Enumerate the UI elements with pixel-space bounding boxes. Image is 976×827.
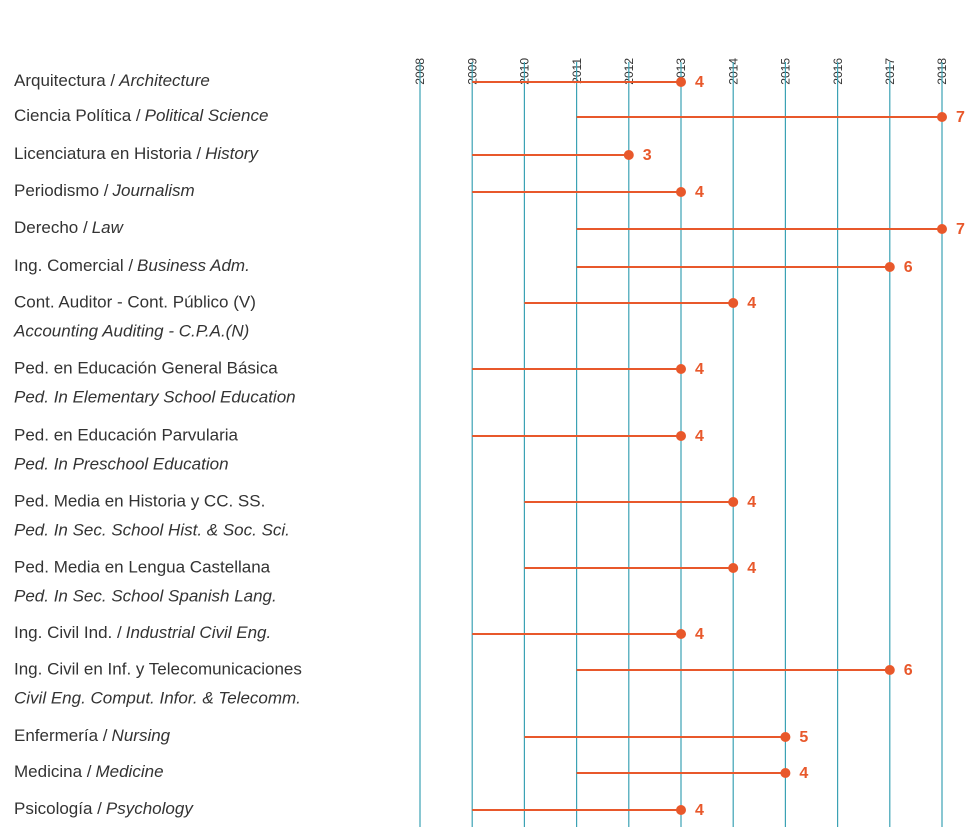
label-en: Accounting Auditing - C.P.A.(N)	[13, 321, 249, 340]
label-es: Medicina /	[14, 762, 92, 781]
range-end	[623, 150, 634, 160]
value-label: 7	[956, 109, 965, 126]
row-label: Ing. Comercial / Business Adm.	[14, 256, 250, 275]
range-end	[676, 431, 686, 441]
label-es: Ped. Media en Lengua Castellana	[14, 557, 271, 576]
label-es: Ped. en Educación General Básica	[14, 358, 278, 377]
label-en: Law	[92, 218, 125, 237]
label-en: Ped. In Elementary School Education	[14, 387, 296, 406]
row-label: Medicina / Medicine	[14, 762, 164, 781]
label-en: Ped. In Preschool Education	[14, 454, 229, 473]
value-label: 6	[904, 662, 913, 679]
label-en: Ped. In Sec. School Hist. & Soc. Sci.	[14, 520, 290, 539]
label-en: Civil Eng. Comput. Infor. & Telecomm.	[14, 688, 301, 707]
row-label: Arquitectura / Architecture	[14, 71, 210, 90]
value-label: 7	[956, 221, 965, 238]
row-label: Licenciatura en Historia / History	[14, 144, 259, 163]
label-es: Ing. Comercial /	[14, 256, 133, 275]
value-label: 6	[904, 259, 913, 276]
value-label: 4	[695, 74, 704, 91]
range-end	[728, 563, 739, 573]
label-es: Periodismo /	[14, 181, 109, 200]
label-en: History	[205, 144, 259, 163]
value-label: 4	[695, 802, 704, 819]
label-es: Ciencia Política /	[14, 106, 141, 125]
range-end	[884, 262, 895, 272]
range-end	[676, 805, 686, 815]
label-es: Psicología /	[14, 799, 102, 818]
row-label: Derecho / Law	[14, 218, 125, 237]
range-end	[937, 224, 947, 234]
range-end	[676, 364, 686, 374]
value-label: 3	[643, 147, 652, 164]
value-label: 4	[695, 184, 704, 201]
value-label: 4	[799, 765, 808, 782]
label-es: Ing. Civil Ind. /	[14, 623, 122, 642]
label-en: Business Adm.	[137, 256, 250, 275]
value-label: 4	[747, 560, 756, 577]
range-end	[728, 298, 739, 308]
label-en: Architecture	[118, 71, 210, 90]
label-en: Journalism	[111, 181, 194, 200]
value-label: 4	[747, 494, 756, 511]
row-label: Ing. Civil Ind. / Industrial Civil Eng.	[14, 623, 271, 642]
range-end	[728, 497, 739, 507]
label-es: Licenciatura en Historia /	[14, 144, 201, 163]
label-es: Arquitectura /	[14, 71, 115, 90]
label-en: Ped. In Sec. School Spanish Lang.	[14, 586, 277, 605]
label-es: Derecho /	[14, 218, 88, 237]
range-end	[676, 187, 686, 197]
value-label: 5	[799, 729, 808, 746]
label-es: Enfermería /	[14, 726, 108, 745]
row-label: Periodismo / Journalism	[14, 181, 195, 200]
label-en: Political Science	[145, 106, 269, 125]
range-end	[676, 629, 686, 639]
range-end	[884, 665, 895, 675]
value-label: 4	[747, 295, 756, 312]
label-es: Ped. en Educación Parvularia	[14, 425, 239, 444]
label-en: Medicine	[95, 762, 163, 781]
row-label: Psicología / Psychology	[14, 799, 194, 818]
value-label: 4	[695, 361, 704, 378]
row-label: Ciencia Política / Political Science	[14, 106, 268, 125]
value-label: 4	[695, 626, 704, 643]
row-label: Enfermería / Nursing	[14, 726, 171, 745]
label-es: Cont. Auditor - Cont. Público (V)	[14, 292, 256, 311]
label-en: Nursing	[112, 726, 171, 745]
range-end	[780, 732, 791, 742]
label-en: Psychology	[106, 799, 194, 818]
value-label: 4	[695, 428, 704, 445]
range-end	[937, 112, 947, 122]
label-es: Ing. Civil en Inf. y Telecomunicaciones	[14, 659, 302, 678]
range-end	[676, 77, 686, 87]
label-es: Ped. Media en Historia y CC. SS.	[14, 491, 265, 510]
label-en: Industrial Civil Eng.	[126, 623, 272, 642]
range-end	[780, 768, 791, 778]
